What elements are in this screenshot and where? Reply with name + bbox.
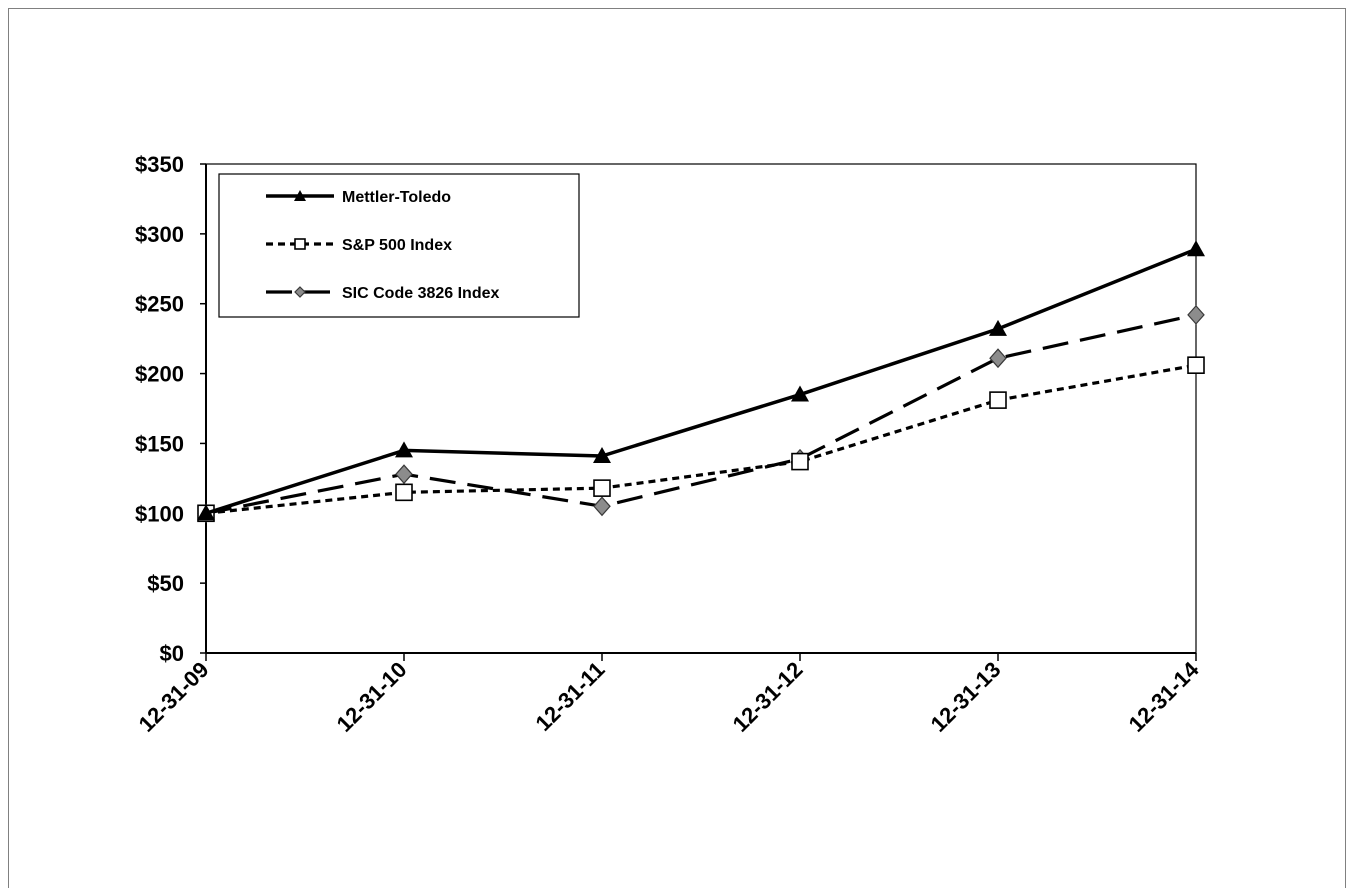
point-sic-3826 xyxy=(989,348,1007,369)
point-mettler-toledo xyxy=(791,385,809,402)
point-sp-500 xyxy=(593,479,611,497)
y-tick-label: $250 xyxy=(135,292,184,317)
chart-frame xyxy=(8,8,1346,888)
legend-marker-sic-3826 xyxy=(294,286,306,298)
series-line-sic-3826 xyxy=(205,313,1197,515)
point-mettler-toledo xyxy=(1187,240,1205,257)
x-tick-label: 12-31-10 xyxy=(332,657,412,737)
legend-marker-sp-500 xyxy=(294,238,306,250)
point-sp-500 xyxy=(989,391,1007,409)
y-tick-label: $300 xyxy=(135,222,184,247)
y-axis: $0 $50 $100 $150 $200 $250 $300 $350 xyxy=(135,152,207,666)
point-sp-500 xyxy=(791,452,809,471)
legend-item-mettler-toledo: Mettler-Toledo xyxy=(266,189,451,206)
point-mettler-toledo xyxy=(197,504,215,521)
y-tick-label: $0 xyxy=(160,641,184,666)
y-tick-label: $150 xyxy=(135,431,184,456)
y-tick-label: $50 xyxy=(147,571,184,596)
legend-item-sp-500: S&P 500 Index xyxy=(266,237,452,254)
point-mettler-toledo xyxy=(395,441,413,458)
legend-item-sic-3826: SIC Code 3826 Index xyxy=(266,285,499,302)
x-tick-label: 12-31-13 xyxy=(926,657,1006,737)
point-sic-3826 xyxy=(1187,304,1205,325)
series-layer xyxy=(197,240,1205,524)
x-tick-label: 12-31-09 xyxy=(134,657,214,737)
legend: Mettler-Toledo S&P 500 Index SIC Code 3826… xyxy=(218,173,580,318)
x-tick-label: 12-31-11 xyxy=(530,657,609,736)
y-tick-label: $350 xyxy=(135,152,184,177)
legend-label-mettler-toledo: Mettler-Toledo xyxy=(342,189,451,206)
series-mettler-toledo xyxy=(197,240,1205,521)
legend-marker-mettler-toledo xyxy=(294,190,306,201)
point-sp-500 xyxy=(395,483,413,502)
series-line-sp-500 xyxy=(205,363,1197,515)
point-sic-3826 xyxy=(395,464,413,485)
series-line-mettler-toledo xyxy=(205,247,1197,515)
x-axis: 12-31-09 12-31-10 12-31-11 12-31-12 12-31-13… xyxy=(134,652,1204,737)
series-sp-500 xyxy=(197,356,1205,523)
point-mettler-toledo xyxy=(593,447,611,464)
y-tick-label: $200 xyxy=(135,362,184,387)
y-tick-label: $100 xyxy=(135,501,184,526)
point-mettler-toledo xyxy=(989,319,1007,336)
legend-label-sp-500: S&P 500 Index xyxy=(342,237,452,254)
x-tick-label: 12-31-12 xyxy=(728,657,808,737)
legend-label-sic-3826: SIC Code 3826 Index xyxy=(342,285,499,302)
x-tick-label: 12-31-14 xyxy=(1124,656,1204,736)
series-sic-3826 xyxy=(197,304,1205,524)
point-sp-500 xyxy=(1187,356,1205,374)
point-sic-3826 xyxy=(593,496,611,517)
